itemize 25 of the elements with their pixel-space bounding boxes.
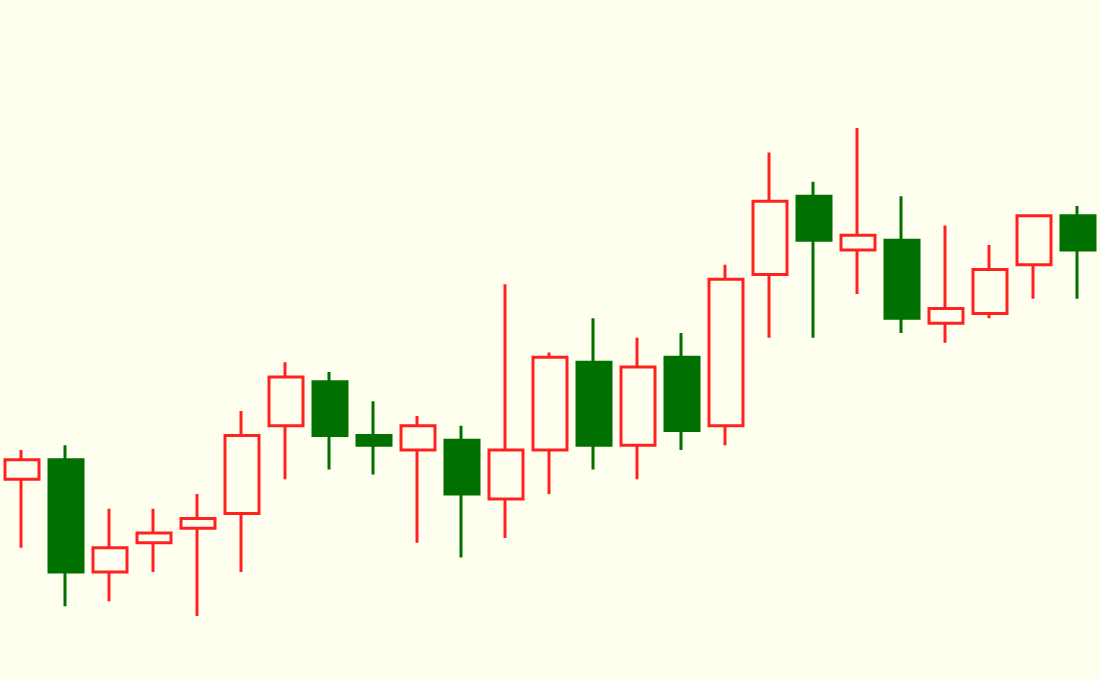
candlestick <box>223 409 261 574</box>
candlestick <box>971 243 1009 320</box>
candlestick <box>311 370 349 472</box>
candlestick <box>839 126 877 296</box>
candlestick <box>3 448 41 550</box>
candlestick <box>267 360 305 481</box>
candlestick <box>927 224 965 345</box>
candlestick <box>575 316 613 472</box>
candlestick <box>399 414 437 545</box>
candlestick <box>751 150 789 340</box>
candlestick <box>531 350 569 496</box>
candlestick <box>135 507 173 574</box>
candlestick <box>355 399 393 476</box>
candlestick <box>91 507 129 603</box>
candlestick <box>179 492 217 618</box>
candlestick <box>663 331 701 452</box>
candlestick <box>1015 214 1053 301</box>
candlestick <box>619 336 657 481</box>
candlestick <box>795 180 833 340</box>
candlestick <box>487 282 525 540</box>
candlestick <box>883 194 921 335</box>
candlestick <box>443 424 481 559</box>
candlestick <box>47 443 85 608</box>
candlestick <box>1059 204 1097 301</box>
candlestick <box>707 263 745 447</box>
